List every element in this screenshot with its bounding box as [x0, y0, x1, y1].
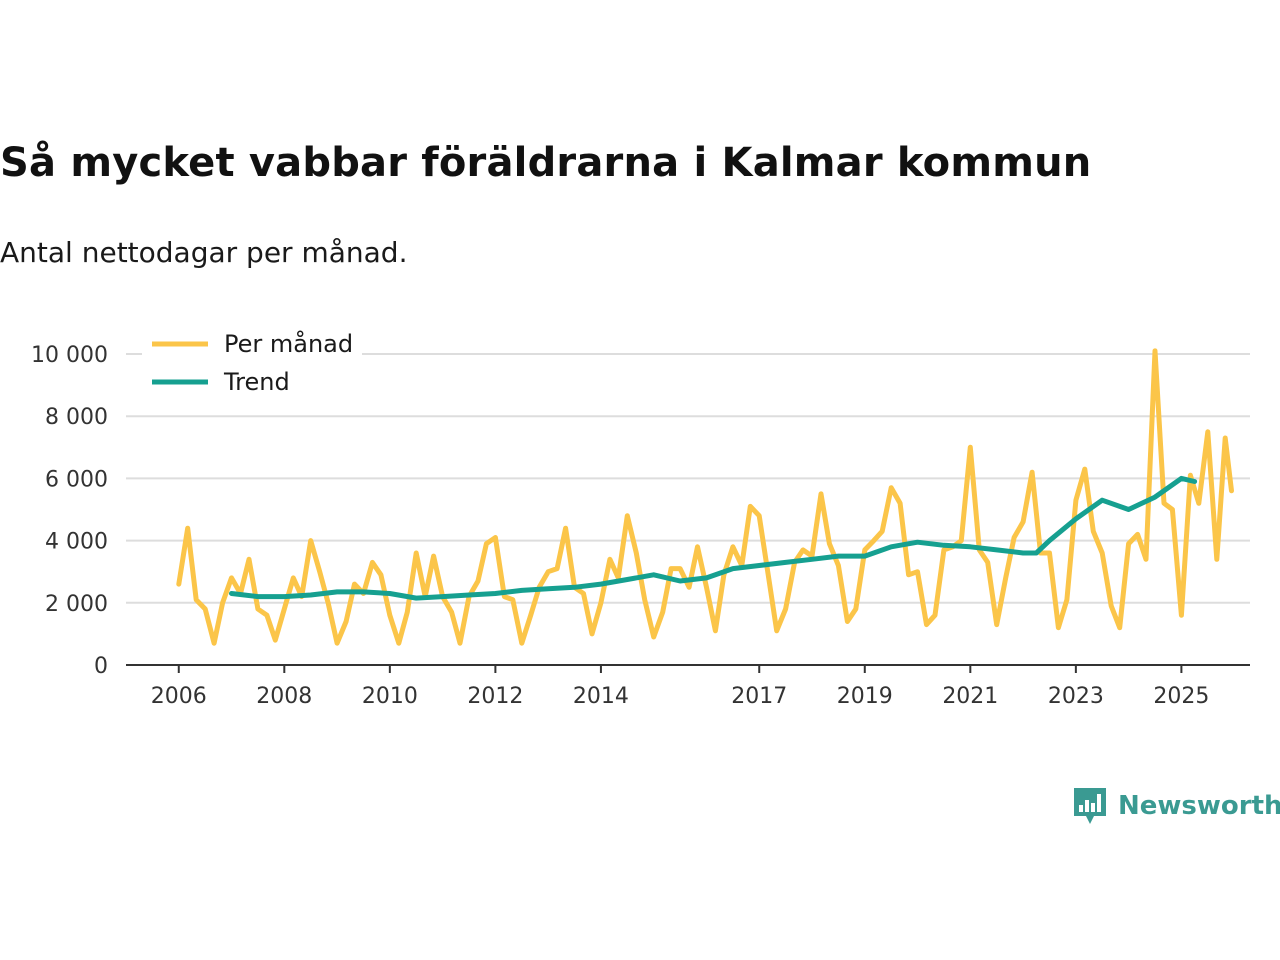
legend-background [142, 326, 362, 398]
y-tick-label: 10 000 [31, 343, 108, 368]
x-tick-label: 2025 [1153, 684, 1209, 709]
y-tick-label: 0 [94, 654, 108, 679]
x-tick-label: 2019 [837, 684, 893, 709]
series-line-trend [229, 475, 1198, 601]
brand-name: Newsworthy [1118, 791, 1280, 821]
x-tick-label: 2006 [151, 684, 207, 709]
y-axis-ticks: 0 2 000 4 000 6 000 8 000 10 000 [31, 343, 108, 679]
x-tick-label: 2021 [942, 684, 998, 709]
x-tick-label: 2008 [256, 684, 312, 709]
legend-label-per-manad: Per månad [224, 329, 353, 358]
series-line-per-manad [176, 348, 1234, 646]
legend-label-trend: Trend [223, 368, 290, 396]
chart-subtitle: Antal nettodagar per månad. [0, 236, 408, 269]
newsworthy-logo-icon [1074, 788, 1106, 824]
y-tick-label: 6 000 [45, 467, 108, 492]
newsworthy-brand: Newsworthy [1072, 786, 1280, 826]
x-tick-label: 2023 [1048, 684, 1104, 709]
x-tick-label: 2014 [573, 684, 629, 709]
legend: Per månad Trend [142, 326, 362, 398]
x-tick-label: 2012 [467, 684, 523, 709]
series-lines [176, 348, 1234, 646]
y-tick-label: 4 000 [45, 530, 108, 555]
x-axis-ticks: 2006 2008 2010 2012 2014 2017 2019 2021 2023 2025 [151, 665, 1209, 709]
x-tick-label: 2017 [731, 684, 787, 709]
y-tick-label: 8 000 [45, 405, 108, 430]
x-tick-label: 2010 [362, 684, 418, 709]
y-tick-label: 2 000 [45, 592, 108, 617]
chart-title: Så mycket vabbar föräldrarna i Kalmar ko… [0, 140, 1092, 186]
